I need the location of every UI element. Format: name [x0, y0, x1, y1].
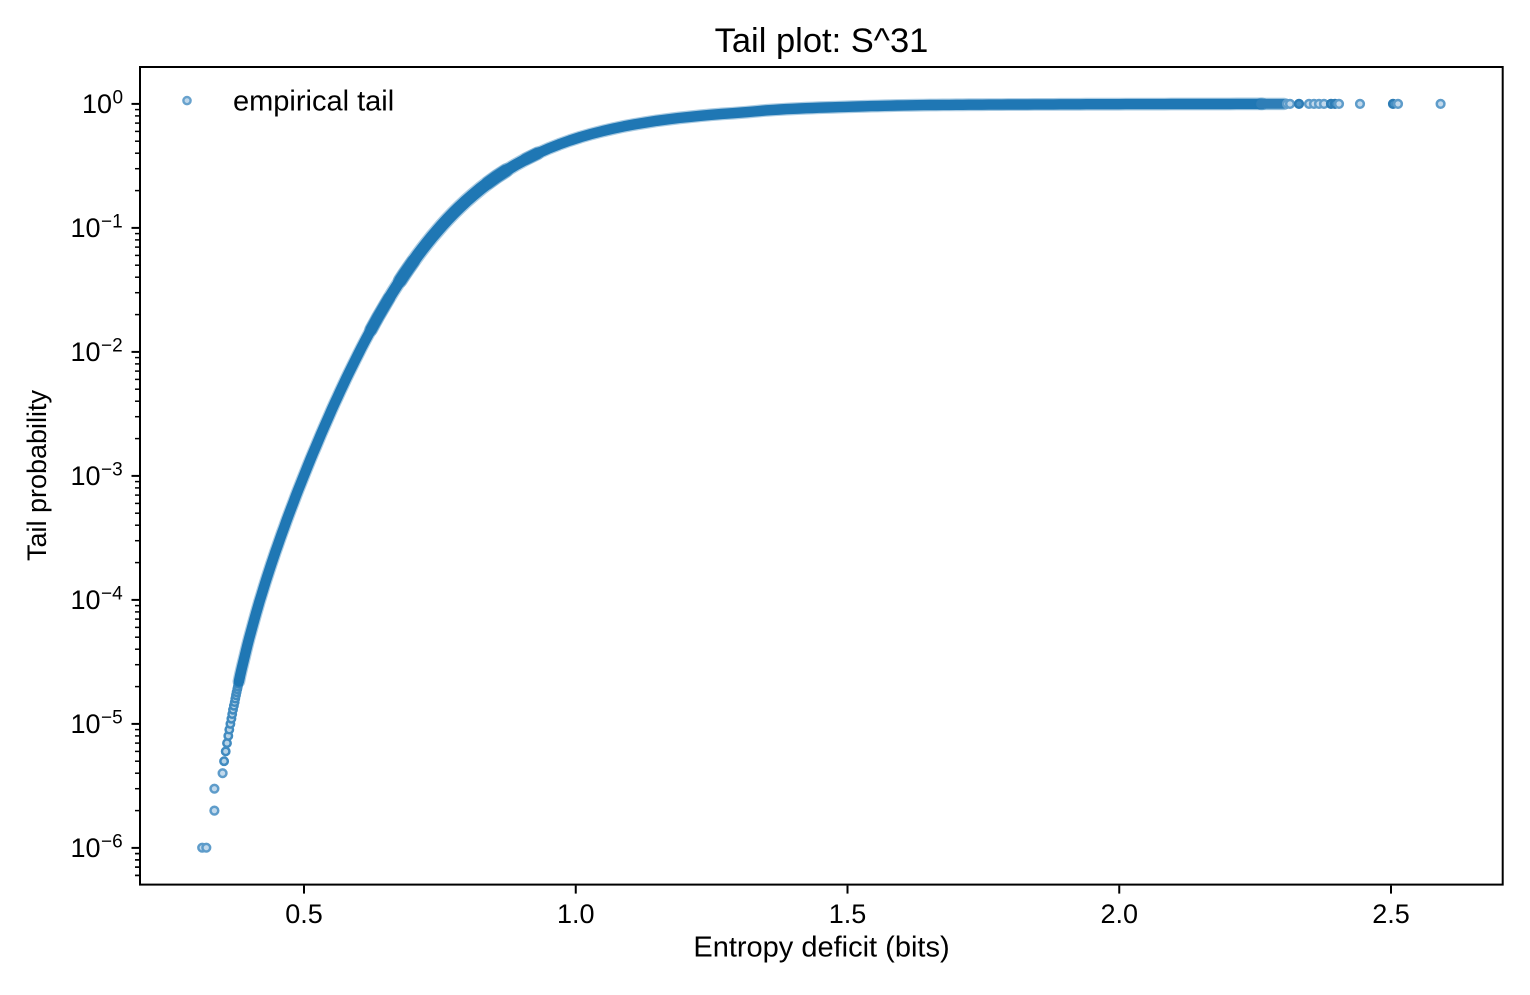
svg-text:1.0: 1.0	[557, 899, 595, 929]
svg-text:0.5: 0.5	[285, 899, 323, 929]
svg-text:Entropy deficit (bits): Entropy deficit (bits)	[693, 932, 949, 964]
svg-text:10: 10	[70, 213, 100, 243]
svg-text:−6: −6	[101, 832, 123, 853]
svg-text:2.5: 2.5	[1372, 899, 1410, 929]
svg-text:−2: −2	[101, 336, 123, 357]
svg-text:2.0: 2.0	[1100, 899, 1138, 929]
svg-text:−1: −1	[101, 212, 123, 233]
svg-text:10: 10	[70, 461, 100, 491]
svg-text:Tail probability: Tail probability	[22, 389, 52, 561]
svg-text:10: 10	[70, 585, 100, 615]
svg-text:10: 10	[82, 89, 112, 119]
svg-text:−5: −5	[101, 708, 123, 729]
svg-text:10: 10	[70, 833, 100, 863]
svg-text:empirical tail: empirical tail	[233, 86, 394, 118]
svg-text:10: 10	[70, 709, 100, 739]
svg-text:1.5: 1.5	[829, 899, 867, 929]
svg-text:10: 10	[70, 337, 100, 367]
svg-text:−4: −4	[101, 584, 123, 605]
svg-text:0: 0	[113, 88, 124, 109]
svg-text:−3: −3	[101, 460, 123, 481]
svg-text:Tail plot: S^31: Tail plot: S^31	[715, 22, 929, 60]
